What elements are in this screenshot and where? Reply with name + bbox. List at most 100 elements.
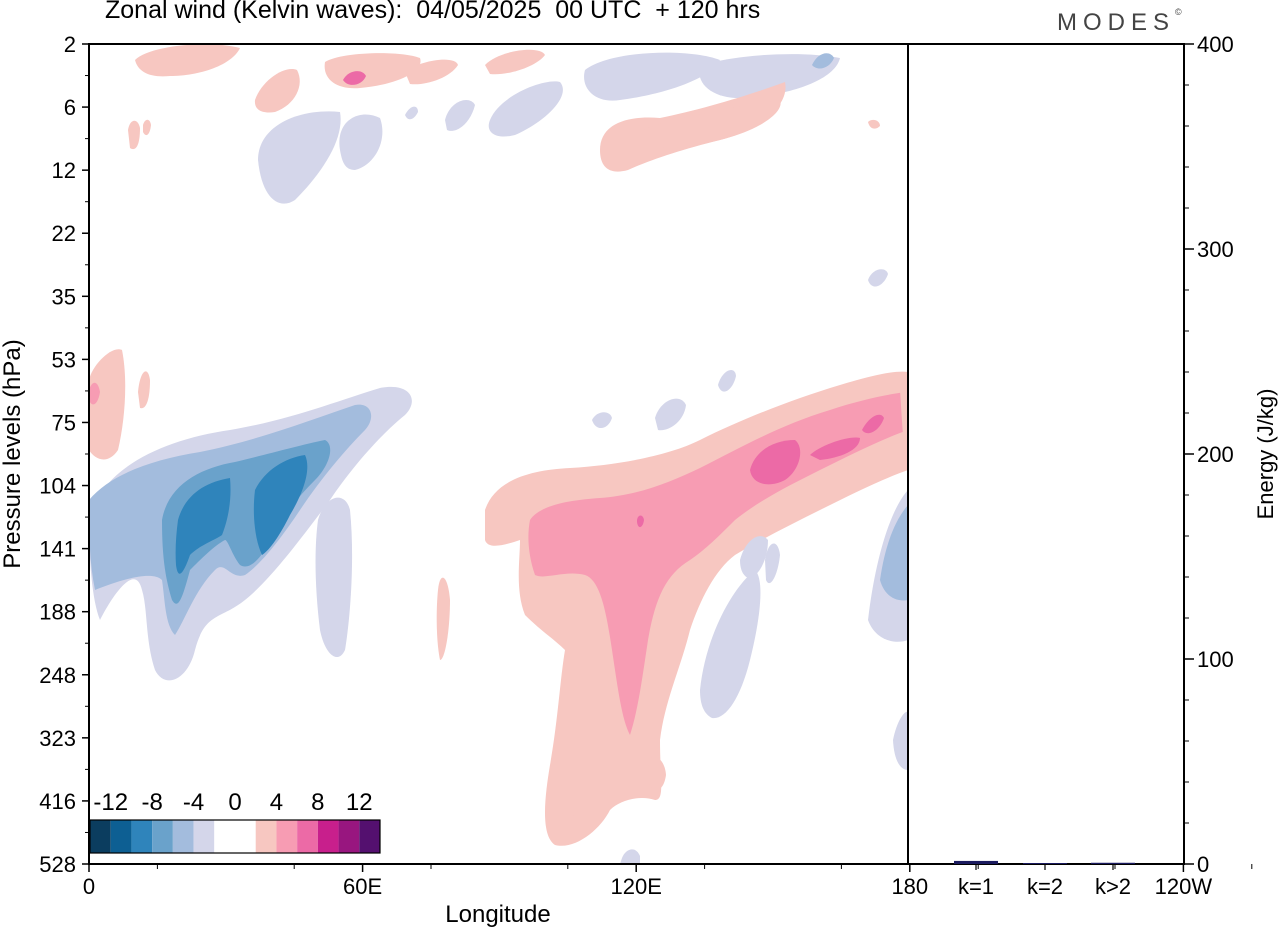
contour-region-pos-mid bbox=[528, 392, 908, 735]
contour-region-neg-light bbox=[765, 543, 780, 584]
colorbar-swatch bbox=[131, 820, 153, 853]
contour-region-neg-deep bbox=[253, 455, 308, 555]
colorbar-swatch bbox=[110, 820, 132, 853]
contour-region-pos-light bbox=[128, 120, 140, 150]
contour-region-neg-light bbox=[868, 269, 888, 287]
colorbar-swatch bbox=[214, 820, 235, 853]
contour-region-pos-light bbox=[89, 349, 126, 460]
y-tick-label: 12 bbox=[52, 158, 76, 183]
contour-region-pos-light bbox=[485, 371, 908, 846]
contour-region-pos-light bbox=[900, 388, 908, 470]
contour-region-pos-strong bbox=[343, 71, 366, 85]
energy-bar bbox=[1091, 862, 1135, 864]
contour-region-pos-light bbox=[138, 371, 150, 409]
contour-region-pos-light bbox=[135, 44, 240, 77]
y-tick-label: 53 bbox=[52, 347, 76, 372]
energy-bar-panel: 0 100 200 300 400 Energy (J/kg) k=1 k=2 k>2 bbox=[954, 32, 1278, 899]
energy-bar bbox=[954, 860, 998, 864]
contour-region-pos-mid bbox=[89, 382, 100, 405]
contour-region-neg-light bbox=[584, 52, 720, 101]
y-tick-label: 248 bbox=[39, 663, 76, 688]
colorbar-swatch bbox=[359, 820, 380, 853]
y-tick-label: 104 bbox=[39, 474, 76, 499]
colorbar-label: 4 bbox=[270, 789, 283, 816]
energy-axis-label: Energy (J/kg) bbox=[1253, 389, 1278, 520]
energy-tick-label: 100 bbox=[1197, 647, 1234, 672]
energy-tick-label: 400 bbox=[1197, 32, 1234, 57]
colorbar-label: 0 bbox=[228, 789, 241, 816]
x-tick-label: 120E bbox=[611, 874, 662, 899]
y-tick-label: 6 bbox=[64, 95, 76, 120]
y-tick-label: 141 bbox=[39, 537, 76, 562]
energy-category-label: k=1 bbox=[958, 874, 994, 899]
contour-region-pos-light bbox=[143, 119, 151, 136]
contour-region-pos-light bbox=[324, 53, 421, 89]
contour-region-neg-mid bbox=[880, 505, 908, 601]
axes: 2 6 12 22 35 53 75 104 141 188 248 323 416 528 Pressur… bbox=[0, 32, 1253, 928]
contour-region-pos-light bbox=[868, 119, 880, 129]
y-tick-label: 35 bbox=[52, 284, 76, 309]
contour-region-pos-light bbox=[405, 59, 458, 85]
contour-region-pos-light bbox=[254, 69, 300, 113]
y-axis-label: Pressure levels (hPa) bbox=[0, 339, 26, 568]
contour-region-pos-light bbox=[648, 756, 666, 791]
copyright-mark: © bbox=[1175, 7, 1182, 17]
colorbar-swatch bbox=[276, 820, 298, 853]
colorbar-swatch bbox=[172, 820, 194, 853]
colorbar-swatch bbox=[255, 820, 277, 853]
contour-region-neg-light bbox=[405, 106, 418, 120]
contour-region-neg-light bbox=[290, 130, 304, 141]
colorbar-legend: -12 -8 -4 0 4 8 12 bbox=[89, 789, 381, 854]
contour-region-neg-light bbox=[700, 570, 761, 719]
contour-region-neg-light bbox=[592, 412, 612, 429]
contour-region-neg-light bbox=[718, 370, 736, 392]
colorbar-swatch bbox=[152, 820, 173, 853]
contour-region-neg-light bbox=[740, 536, 768, 578]
contour-region-pos-light bbox=[555, 784, 590, 816]
energy-panel-frame bbox=[907, 43, 1185, 865]
colorbar-label: -12 bbox=[93, 789, 128, 816]
contour-region-pos-light bbox=[640, 100, 781, 148]
y-tick-label: 22 bbox=[52, 221, 76, 246]
contour-region-pos-strong bbox=[637, 515, 644, 528]
contour-region-neg-light bbox=[893, 711, 908, 770]
energy-tick-label: 300 bbox=[1197, 237, 1234, 262]
x-tick-label: 180 bbox=[891, 874, 928, 899]
contour-region-neg-light bbox=[258, 111, 341, 204]
energy-bar bbox=[1023, 863, 1067, 864]
colorbar-label: -8 bbox=[141, 789, 162, 816]
contour-region-pos-light bbox=[436, 577, 450, 660]
contour-region-neg-light bbox=[620, 849, 640, 864]
wind-contour-field bbox=[89, 44, 908, 864]
x-tick-label: 0 bbox=[83, 874, 95, 899]
x-tick-label: 60E bbox=[343, 874, 382, 899]
colorbar-label: 8 bbox=[311, 789, 324, 816]
y-tick-label: 323 bbox=[39, 726, 76, 751]
y-tick-label: 2 bbox=[64, 32, 76, 57]
x-tick-label: 120W bbox=[1155, 874, 1213, 899]
contour-region-neg-light bbox=[339, 114, 383, 170]
energy-tick-label: 0 bbox=[1197, 852, 1209, 877]
energy-category-label: k>2 bbox=[1095, 874, 1131, 899]
contour-region-pos-strong bbox=[750, 440, 801, 485]
logo-text: MODES bbox=[1057, 9, 1176, 36]
colorbar-swatch bbox=[317, 820, 339, 853]
y-tick-label: 188 bbox=[39, 600, 76, 625]
contour-region-neg-light bbox=[445, 100, 475, 131]
contour-region-neg-light bbox=[488, 81, 563, 137]
energy-tick-label: 200 bbox=[1197, 442, 1234, 467]
y-tick-label: 528 bbox=[39, 852, 76, 877]
colorbar-swatch bbox=[193, 820, 215, 853]
contour-region-neg-deep bbox=[175, 478, 231, 574]
colorbar-swatch bbox=[297, 820, 318, 853]
colorbar-swatch bbox=[90, 820, 111, 853]
contour-region-neg-light bbox=[315, 497, 353, 658]
contour-region-neg-light bbox=[655, 398, 686, 431]
contour-region-pos-strong bbox=[810, 437, 860, 460]
y-tick-label: 416 bbox=[39, 789, 76, 814]
contour-region-neg-light bbox=[699, 54, 840, 99]
colorbar-swatch bbox=[338, 820, 360, 853]
contour-region-neg-mid bbox=[812, 53, 834, 69]
x-axis-label: Longitude bbox=[445, 901, 550, 928]
